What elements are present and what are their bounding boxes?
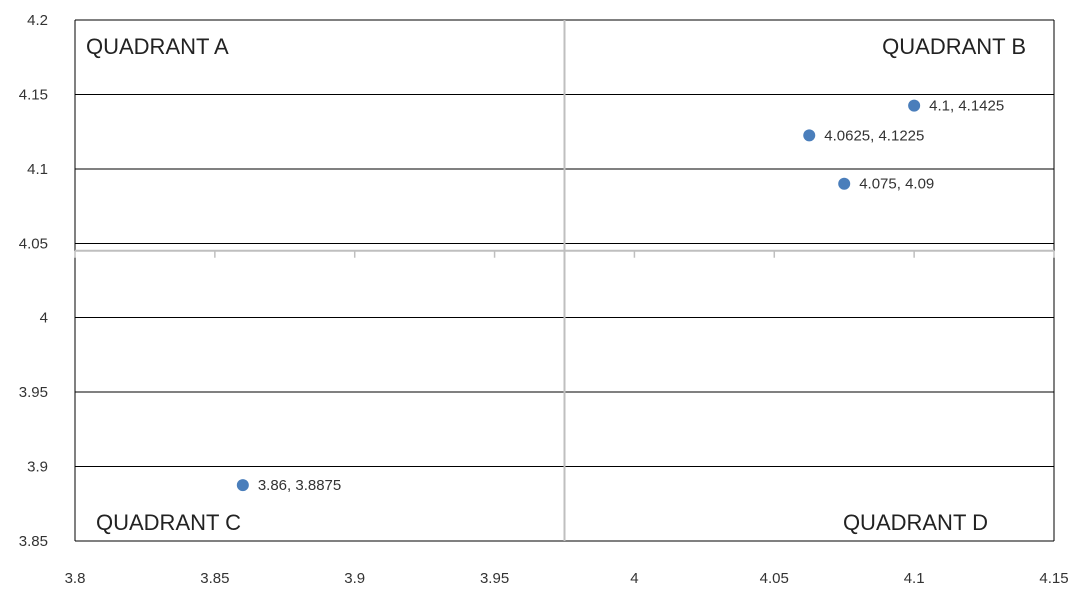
x-tick-label: 3.95 [480, 570, 509, 587]
y-axis-tick-labels: 3.85 3.9 3.95 4 4.05 4.1 4.15 4.2 [19, 12, 48, 550]
quadrant-dividers [74, 20, 1055, 541]
data-point-label: 3.86, 3.8875 [258, 477, 341, 494]
data-point-label: 4.0625, 4.1225 [824, 127, 924, 144]
x-tick-label: 4.05 [760, 570, 789, 587]
quadrant-b-label: QUADRANT B [882, 34, 1026, 59]
x-tick-label: 4.15 [1039, 570, 1068, 587]
data-point-label: 4.075, 4.09 [859, 176, 934, 193]
x-tick-label: 3.85 [200, 570, 229, 587]
y-tick-label: 4.05 [19, 235, 48, 252]
data-points: 4.1, 4.1425 4.0625, 4.1225 4.075, 4.09 3.86… [236, 98, 1004, 494]
y-tick-label: 4 [40, 310, 48, 327]
data-point-marker [908, 99, 921, 112]
y-tick-label: 4.1 [27, 161, 48, 178]
quadrant-a-label: QUADRANT A [86, 34, 229, 59]
y-tick-label: 3.9 [27, 459, 48, 476]
y-tick-label: 4.2 [27, 12, 48, 29]
y-tick-label: 3.95 [19, 384, 48, 401]
data-point-marker [803, 129, 816, 142]
data-point-label: 4.1, 4.1425 [929, 98, 1004, 115]
x-tick-label: 3.8 [65, 570, 86, 587]
x-tick-label: 3.9 [344, 570, 365, 587]
data-point-marker [236, 479, 249, 492]
x-tick-label: 4.1 [904, 570, 925, 587]
y-tick-label: 4.15 [19, 86, 48, 103]
data-point-marker [838, 177, 851, 190]
x-tick-label: 4 [630, 570, 638, 587]
quadrant-c-label: QUADRANT C [96, 510, 241, 535]
y-tick-label: 3.85 [19, 533, 48, 550]
quadrant-d-label: QUADRANT D [843, 510, 988, 535]
x-axis-tick-labels: 3.8 3.85 3.9 3.95 4 4.05 4.1 4.15 [65, 570, 1069, 587]
